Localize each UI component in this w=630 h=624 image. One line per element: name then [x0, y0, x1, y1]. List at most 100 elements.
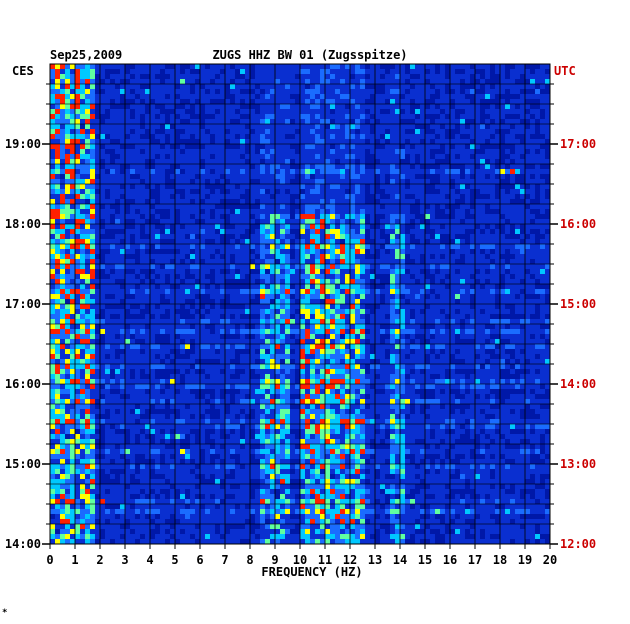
heatmap-cell	[275, 129, 281, 135]
heatmap-cell	[455, 74, 461, 80]
heatmap-cell	[250, 154, 256, 160]
heatmap-cell	[180, 214, 186, 220]
heatmap-cell	[120, 189, 126, 195]
heatmap-cell	[255, 139, 261, 145]
heatmap-cell	[160, 159, 166, 165]
heatmap-cell	[510, 84, 516, 90]
heatmap-cell	[75, 139, 81, 145]
heatmap-cell	[130, 99, 136, 105]
heatmap-cell	[455, 144, 461, 150]
heatmap-cell	[380, 104, 386, 110]
heatmap-cell	[180, 74, 186, 80]
heatmap-cell	[490, 159, 496, 165]
heatmap-cell	[335, 184, 341, 190]
heatmap-cell	[190, 109, 196, 115]
heatmap-cell	[440, 204, 446, 210]
heatmap-cell	[105, 139, 111, 145]
heatmap-cell	[175, 284, 181, 290]
heatmap-cell	[360, 119, 366, 125]
heatmap-cell	[275, 139, 281, 145]
heatmap-cell	[530, 239, 536, 245]
heatmap-cell	[475, 79, 481, 85]
heatmap-cell	[65, 254, 71, 260]
heatmap-cell	[145, 174, 151, 180]
heatmap-cell	[75, 194, 81, 200]
heatmap-cell	[545, 289, 551, 295]
chart-date: Sep25,2009	[50, 48, 122, 62]
heatmap-cell	[275, 279, 281, 285]
heatmap-cell	[510, 229, 516, 235]
heatmap-cell	[510, 109, 516, 115]
heatmap-cell	[215, 224, 221, 230]
heatmap-cell	[465, 69, 471, 75]
heatmap-cell	[65, 204, 71, 210]
heatmap-cell	[400, 289, 406, 295]
heatmap-cell	[515, 254, 521, 260]
heatmap-cell	[260, 74, 266, 80]
heatmap-cell	[455, 184, 461, 190]
heatmap-cell	[150, 224, 156, 230]
heatmap-cell	[350, 124, 356, 130]
heatmap-cell	[260, 219, 266, 225]
heatmap-cell	[420, 259, 426, 265]
heatmap-cell	[535, 84, 541, 90]
heatmap-cell	[120, 264, 126, 270]
heatmap-cell	[380, 274, 386, 280]
heatmap-cell	[90, 74, 96, 80]
heatmap-cell	[255, 214, 261, 220]
heatmap-cell	[495, 74, 501, 80]
heatmap-cell	[100, 299, 106, 305]
heatmap-cell	[355, 194, 361, 200]
heatmap-cell	[140, 109, 146, 115]
heatmap-cell	[525, 154, 531, 160]
heatmap-cell	[325, 264, 331, 270]
heatmap-cell	[460, 299, 466, 305]
heatmap-cell	[255, 74, 261, 80]
heatmap-cell	[140, 149, 146, 155]
heatmap-cell	[385, 104, 391, 110]
heatmap-cell	[365, 234, 371, 240]
heatmap-cell	[225, 154, 231, 160]
heatmap-cell	[205, 304, 211, 310]
heatmap-cell	[285, 114, 291, 120]
heatmap-cell	[130, 169, 136, 175]
heatmap-cell	[505, 179, 511, 185]
heatmap-cell	[120, 274, 126, 280]
heatmap-cell	[215, 159, 221, 165]
heatmap-cell	[430, 154, 436, 160]
heatmap-cell	[390, 294, 396, 300]
heatmap-cell	[295, 94, 301, 100]
heatmap-cell	[55, 264, 61, 270]
heatmap-cell	[330, 309, 336, 315]
heatmap-cell	[125, 184, 131, 190]
heatmap-cell	[195, 99, 201, 105]
heatmap-cell	[445, 164, 451, 170]
heatmap-cell	[460, 199, 466, 205]
heatmap-cell	[150, 279, 156, 285]
heatmap-cell	[165, 234, 171, 240]
heatmap-cell	[320, 104, 326, 110]
heatmap-cell	[295, 179, 301, 185]
heatmap-cell	[100, 159, 106, 165]
heatmap-cell	[110, 184, 116, 190]
heatmap-cell	[320, 244, 326, 250]
heatmap-cell	[380, 129, 386, 135]
heatmap-cell	[320, 89, 326, 95]
heatmap-cell	[395, 194, 401, 200]
heatmap-cell	[365, 189, 371, 195]
heatmap-cell	[240, 164, 246, 170]
heatmap-cell	[370, 99, 376, 105]
heatmap-cell	[485, 254, 491, 260]
heatmap-cell	[85, 264, 91, 270]
heatmap-cell	[470, 189, 476, 195]
heatmap-cell	[65, 214, 71, 220]
heatmap-cell	[205, 124, 211, 130]
heatmap-cell	[290, 124, 296, 130]
heatmap-cell	[485, 194, 491, 200]
heatmap-cell	[425, 189, 431, 195]
heatmap-cell	[180, 309, 186, 315]
heatmap-cell	[390, 249, 396, 255]
heatmap-cell	[505, 149, 511, 155]
heatmap-cell	[230, 264, 236, 270]
heatmap-cell	[345, 239, 351, 245]
